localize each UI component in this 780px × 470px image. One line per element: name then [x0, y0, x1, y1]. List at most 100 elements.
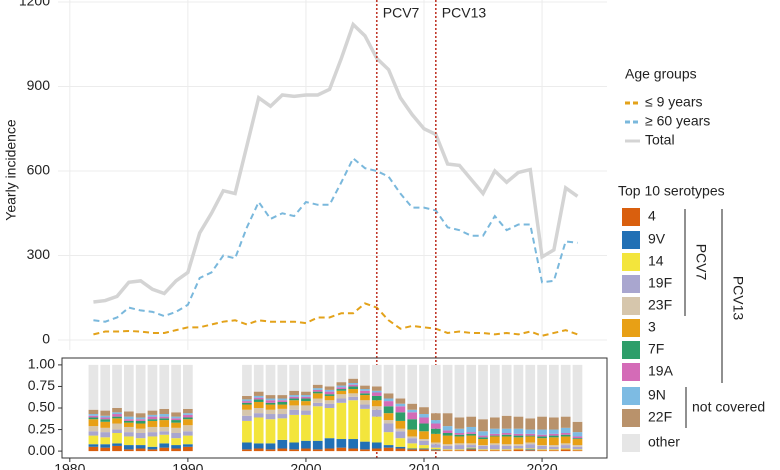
bar-segment: [383, 401, 394, 407]
bar-segment: [123, 449, 134, 452]
bar-segment: [466, 443, 477, 446]
bar-segment: [395, 403, 406, 407]
bar-segment: [88, 431, 99, 436]
line: [93, 302, 578, 337]
bar-segment: [277, 408, 288, 415]
bar-segment: [312, 389, 323, 392]
legend-swatch: [622, 231, 640, 249]
bar-segment: [371, 442, 382, 449]
bar-segment: [312, 393, 323, 399]
bar-segment: [501, 450, 512, 452]
bar-segment: [301, 414, 311, 441]
bar-segment: [360, 385, 370, 390]
bar-segment: [360, 408, 370, 442]
bar-segment: [289, 395, 299, 397]
bar-segment: [135, 413, 146, 418]
bar-segment: [324, 408, 335, 439]
legend-swatch: [622, 253, 640, 271]
legend-swatch: [622, 387, 640, 405]
bar-segment: [560, 443, 571, 446]
bar-segment: [371, 386, 382, 391]
bar-segment: [419, 414, 429, 418]
bar-segment: [466, 364, 477, 417]
bar-segment: [348, 386, 359, 390]
bar-segment: [183, 425, 193, 432]
bar-segment: [525, 436, 536, 443]
bar-segment: [253, 408, 264, 414]
bar-segment: [383, 406, 394, 414]
bar-segment: [442, 433, 453, 436]
bar-segment: [383, 393, 394, 399]
bar-segment: [537, 445, 547, 446]
bar-segment: [324, 403, 335, 408]
bar-segment: [501, 415, 512, 429]
bar-segment: [466, 416, 477, 427]
bar-segment: [159, 434, 170, 444]
bar-segment: [407, 438, 418, 444]
bar-segment: [419, 440, 429, 446]
bar-segment: [454, 364, 465, 418]
bar-segment: [348, 393, 359, 397]
bar-segment: [513, 428, 524, 434]
y-tick-label: 600: [27, 162, 51, 178]
bar-segment: [100, 415, 111, 418]
y-tick-label: 300: [27, 246, 51, 262]
bar-segment: [253, 391, 264, 396]
bar-segment: [147, 426, 158, 433]
bar-segment: [147, 420, 158, 427]
bar-segment: [135, 419, 146, 421]
bar-segment: [360, 389, 370, 391]
bar-segment: [336, 390, 347, 395]
legend-label: 23F: [648, 297, 672, 313]
bar-segment: [501, 364, 512, 416]
bar-segment: [489, 428, 500, 434]
bar-segment: [478, 445, 488, 446]
bar-segment: [572, 438, 583, 440]
bar-segment: [253, 401, 264, 408]
bar-segment: [395, 438, 406, 447]
bar-segment: [560, 445, 571, 449]
bar-segment: [489, 364, 500, 418]
bar-segment: [159, 408, 170, 415]
bar-segment: [159, 447, 170, 452]
bar-segment: [277, 418, 288, 440]
bar-segment: [525, 449, 536, 451]
bar-segment: [478, 437, 488, 440]
bar-segment: [135, 420, 146, 424]
bar-segment: [265, 402, 276, 405]
bar-segment: [301, 401, 311, 406]
bar-segment: [265, 443, 276, 450]
bar-segment: [419, 431, 429, 440]
bar-segment: [277, 414, 288, 419]
bar-segment: [549, 433, 559, 436]
bar-segment: [312, 398, 323, 403]
bar-segment: [489, 450, 500, 452]
bar-segment: [454, 433, 465, 435]
bar-segment: [560, 434, 571, 437]
bar-segment: [324, 438, 335, 449]
bar-segment: [383, 432, 394, 446]
bar-segment: [123, 419, 134, 421]
bar-segment: [277, 439, 288, 449]
bar-segment: [88, 435, 99, 445]
bar-segment: [100, 417, 111, 420]
bar-segment: [100, 447, 111, 452]
y-axis-title: Yearly incidence: [3, 119, 19, 221]
bar-segment: [171, 445, 181, 449]
bar-segment: [171, 433, 181, 439]
legend-label: ≥ 60 years: [645, 113, 710, 129]
bar-segment: [147, 410, 158, 415]
bar-segment: [277, 398, 288, 401]
bar-segment: [336, 439, 347, 448]
bar-segment: [360, 364, 370, 386]
bar-segment: [419, 449, 429, 452]
bar-segment: [466, 432, 477, 434]
bar-segment: [442, 450, 453, 452]
bar-segment: [301, 448, 311, 452]
bar-segment: [466, 448, 477, 450]
bar-segment: [513, 433, 524, 436]
bar-segment: [183, 435, 193, 445]
bar-segment: [88, 446, 99, 452]
bar-segment: [430, 428, 441, 434]
bar-segment: [242, 402, 252, 405]
